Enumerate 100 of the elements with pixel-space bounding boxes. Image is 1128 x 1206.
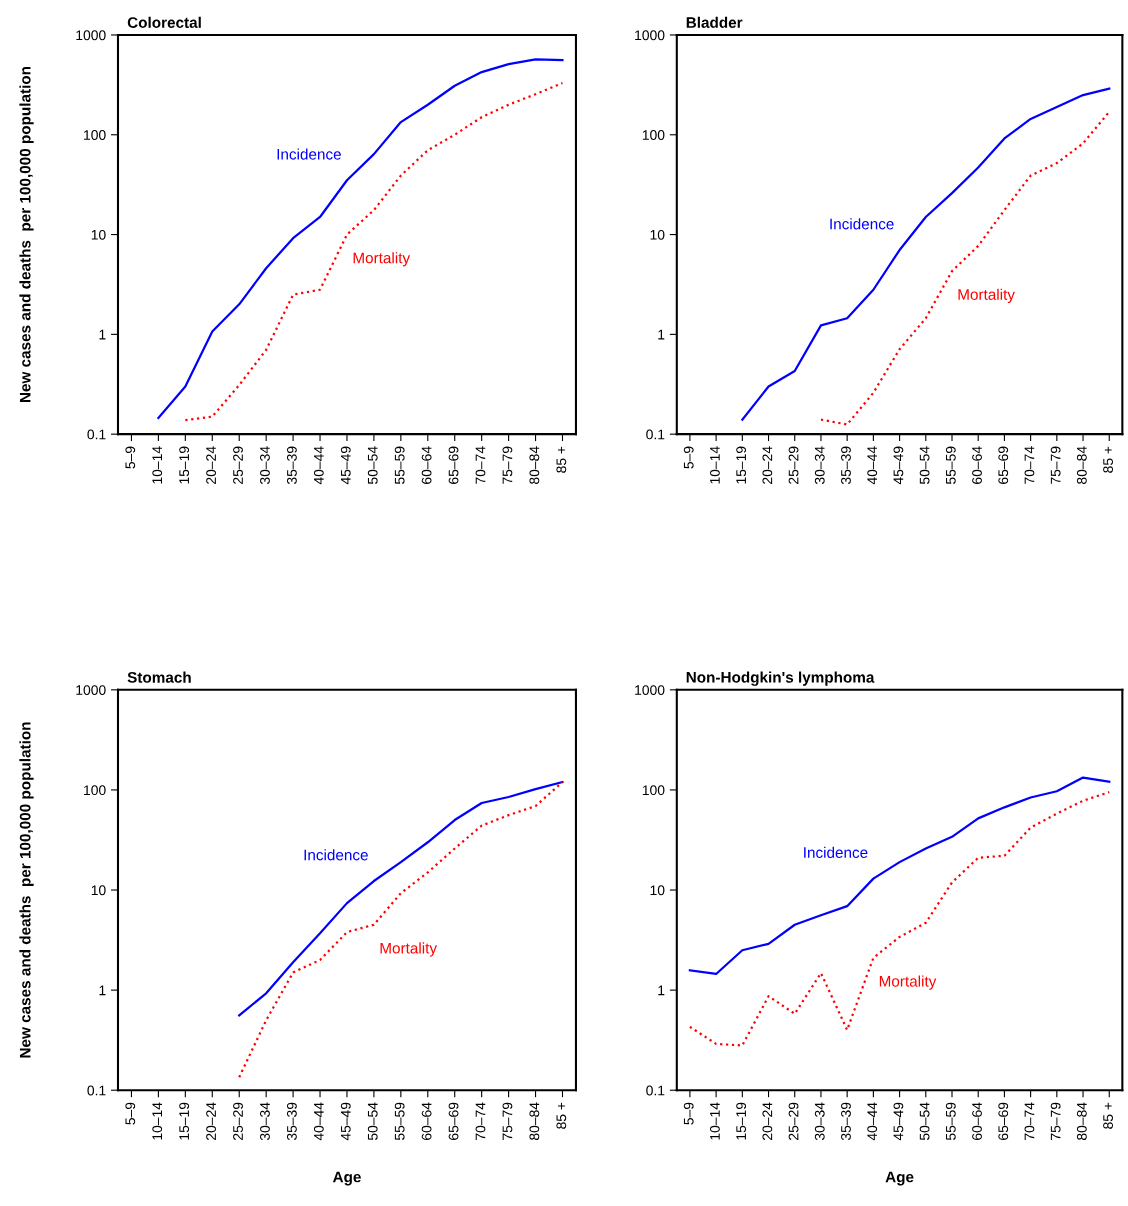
series-label: Mortality [958,288,1015,303]
x-tick-label: 5–9 [683,446,694,469]
x-tick-label: 15–19 [736,1102,747,1140]
x-tick-label: 15–19 [736,446,747,484]
y-tick-label: 1000 [635,30,665,41]
x-tick-label: 65–69 [448,1102,459,1140]
x-tick-label: 35–39 [286,446,297,485]
x-tick-label: 55–59 [945,1102,956,1141]
chart-title: Colorectal [127,16,201,28]
x-tick-label: 60–64 [972,446,982,484]
x-tick-label: 35–39 [841,1102,851,1141]
y-tick-label: 100 [642,785,665,796]
x-tick-label: 60–64 [421,446,432,484]
y-tick-label: 1 [99,329,106,340]
y-tick-label: 0.1 [87,1085,106,1096]
y-tick-label: 10 [91,229,106,240]
chart-title: Non-Hodgkin's lymphoma [686,671,875,686]
y-tick-label: 1000 [635,685,665,695]
y-tick-label: 1 [658,329,665,340]
x-tick-label: 5–9 [125,446,136,469]
y-tick-label: 10 [650,885,665,896]
y-tick-label: 1000 [76,30,106,41]
series-label: Mortality [879,975,937,990]
x-tick-label: 45–49 [893,1102,904,1141]
y-tick-label: 10 [91,885,106,896]
x-tick-label: 25–29 [788,446,799,484]
x-tick-label: 55–59 [394,1102,405,1141]
series-label: Mortality [353,252,411,267]
x-tick-label: 85 + [1103,1102,1113,1129]
x-axis-title: Age [885,1171,914,1186]
y-tick-label: 1 [99,985,106,996]
x-tick-label: 30–34 [814,1102,825,1141]
series-label: Mortality [380,942,437,957]
line-series [741,87,1111,421]
x-tick-label: 10–14 [152,1102,163,1140]
x-tick-label: 65–69 [998,446,1009,484]
y-tick-label: 0.1 [646,429,665,440]
x-tick-label: 80–84 [1076,1102,1087,1141]
y-tick-label: 100 [642,130,665,140]
x-tick-label: 20–24 [206,446,216,484]
series-label: Incidence [804,846,868,858]
x-tick-label: 10–14 [710,446,720,484]
y-tick-label: 1 [658,985,665,996]
y-tick-label: 100 [84,785,106,796]
y-axis-title: New cases and deaths per 100,000 population [19,66,34,403]
x-tick-label: 45–49 [893,446,904,485]
y-tick-label: 0.1 [646,1085,665,1096]
x-tick-label: 30–34 [260,446,270,485]
x-tick-label: 60–64 [972,1102,982,1140]
x-tick-label: 85 + [556,1102,567,1129]
x-tick-label: 80–84 [1076,446,1087,484]
line-series [688,776,1111,976]
x-tick-label: 75–79 [1050,446,1061,484]
x-tick-label: 15–19 [179,446,190,484]
x-tick-label: 45–49 [340,1102,351,1141]
x-tick-label: 40–44 [313,1102,324,1141]
x-tick-label: 65–69 [998,1102,1009,1140]
series-label: Incidence [277,148,341,160]
chart-title: Stomach [127,671,191,683]
x-tick-label: 30–34 [814,446,825,485]
line-series [819,110,1111,426]
line-series [238,780,564,1079]
series-label: Incidence [304,849,368,861]
x-tick-label: 20–24 [762,446,773,484]
x-tick-label: 50–54 [919,1102,930,1141]
x-tick-label: 30–34 [260,1102,270,1141]
x-tick-label: 40–44 [867,1102,878,1141]
x-tick-label: 70–74 [475,1102,486,1140]
x-tick-label: 50–54 [367,446,378,485]
x-tick-label: 25–29 [788,1102,799,1140]
x-tick-label: 60–64 [421,1102,432,1140]
x-tick-label: 25–29 [233,446,243,484]
x-tick-label: 70–74 [475,446,486,484]
x-tick-label: 20–24 [206,1102,216,1140]
x-tick-label: 80–84 [529,446,540,484]
x-tick-label: 75–79 [502,446,513,484]
x-tick-label: 55–59 [945,446,956,485]
y-tick-label: 0.1 [87,429,106,440]
line-series [688,791,1111,1047]
x-tick-label: 10–14 [152,446,163,484]
x-tick-label: 70–74 [1024,1102,1035,1140]
x-tick-label: 85 + [1103,446,1113,473]
x-tick-label: 75–79 [1050,1102,1061,1140]
x-tick-label: 65–69 [448,446,459,484]
line-series [238,780,564,1017]
x-tick-label: 35–39 [286,1102,297,1141]
x-tick-label: 50–54 [919,446,930,485]
y-tick-label: 1000 [76,685,106,695]
series-label: Incidence [830,218,894,230]
x-tick-label: 20–24 [762,1102,773,1140]
y-tick-label: 100 [84,130,106,140]
x-tick-label: 10–14 [710,1102,720,1140]
x-tick-label: 45–49 [340,446,351,485]
x-tick-label: 5–9 [683,1102,694,1125]
x-axis-title: Age [332,1171,361,1186]
chart-title: Bladder [686,16,743,28]
x-tick-label: 40–44 [867,446,878,485]
x-tick-label: 40–44 [313,446,324,485]
x-tick-label: 80–84 [529,1102,540,1141]
x-tick-label: 85 + [556,446,567,473]
